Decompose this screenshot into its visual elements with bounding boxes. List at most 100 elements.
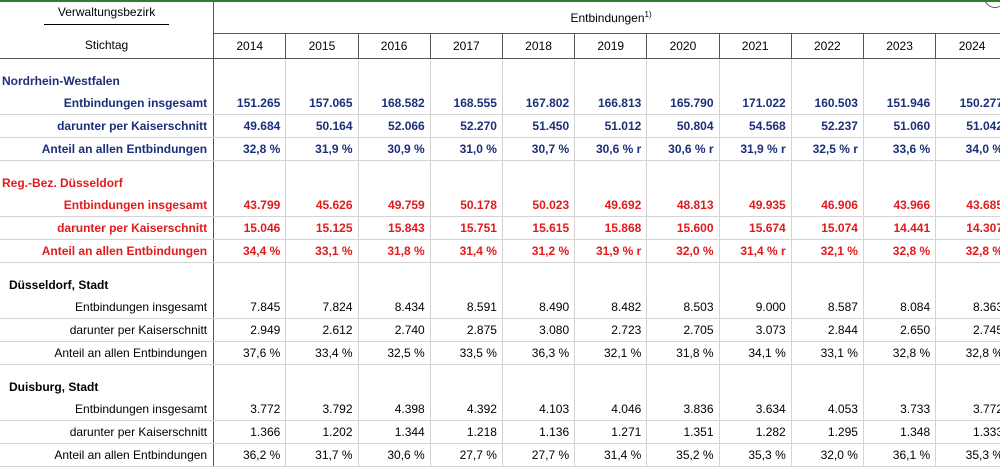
value-cell: 35,3 %	[935, 443, 1000, 467]
spacer-label-cell	[0, 262, 215, 274]
value-cell: 33,1 %	[285, 239, 359, 263]
value-cell: 50.178	[429, 193, 503, 217]
row-entbindungen-insgesamt: Entbindungen insgesamt	[0, 193, 215, 217]
table-row: Anteil an allen Entbindungen 36,2 % 31,7 %…	[0, 443, 1000, 467]
value-cell: 30,6 %	[357, 443, 431, 467]
empty-cell	[862, 171, 936, 194]
value-cell: 15.615	[501, 216, 575, 240]
spacer-label-cell	[0, 364, 215, 376]
value-cell: 3.836	[646, 397, 720, 421]
row-anteil: Anteil an allen Entbindungen	[0, 239, 215, 263]
empty-cell	[213, 69, 286, 92]
empty-cell	[357, 171, 431, 194]
value-cell: 2.612	[285, 318, 359, 342]
value-cell: 34,1 %	[718, 341, 792, 365]
spacer-cell	[790, 58, 864, 70]
value-cell: 31,2 %	[501, 239, 575, 263]
spacer-cell	[285, 160, 359, 172]
year-header: 2022	[790, 33, 864, 59]
value-cell: 168.582	[357, 91, 431, 115]
value-cell: 37,6 %	[213, 341, 286, 365]
empty-cell	[935, 171, 1000, 194]
value-cell: 52.237	[790, 114, 864, 138]
value-cell: 8.490	[501, 295, 575, 319]
spacer-cell	[862, 160, 936, 172]
district-header-cell: Verwaltungsbezirk	[0, 2, 215, 33]
row-entbindungen-insgesamt: Entbindungen insgesamt	[0, 397, 215, 421]
spacer-cell	[862, 58, 936, 70]
value-cell: 3.792	[285, 397, 359, 421]
value-cell: 31,0 %	[429, 137, 503, 161]
value-cell: 33,4 %	[285, 341, 359, 365]
value-cell: 50.023	[501, 193, 575, 217]
value-cell: 15.046	[213, 216, 286, 240]
spacer-cell	[862, 262, 936, 274]
spacer-cell	[501, 58, 575, 70]
spacer-cell	[285, 58, 359, 70]
spacer-cell	[790, 364, 864, 376]
empty-cell	[718, 69, 792, 92]
table-row: Anteil an allen Entbindungen 37,6 % 33,4 %…	[0, 341, 1000, 365]
value-cell: 4.046	[574, 397, 647, 421]
value-cell: 3.772	[935, 397, 1000, 421]
value-cell: 8.482	[574, 295, 647, 319]
spacer-row	[0, 262, 1000, 274]
footnote-marker: 1)	[644, 9, 652, 19]
value-cell: 31,9 % r	[718, 137, 792, 161]
empty-cell	[429, 171, 503, 194]
empty-cell	[718, 375, 792, 398]
group-duesseldorf-stadt-heading-row: Düsseldorf, Stadt	[0, 273, 1000, 296]
value-cell: 7.845	[213, 295, 286, 319]
table-row: darunter per Kaiserschnitt 15.046 15.125 15…	[0, 216, 1000, 240]
spacer-cell	[935, 160, 1000, 172]
spacer-cell	[357, 262, 431, 274]
table-row: Entbindungen insgesamt 3.772 3.792 4.398 4.3…	[0, 397, 1000, 421]
group-heading: Duisburg, Stadt	[0, 375, 215, 398]
spacer-cell	[429, 58, 503, 70]
value-cell: 31,4 %	[429, 239, 503, 263]
value-cell: 151.265	[213, 91, 286, 115]
table-row: darunter per Kaiserschnitt 2.949 2.612 2.74…	[0, 318, 1000, 342]
row-kaiserschnitt: darunter per Kaiserschnitt	[0, 420, 215, 444]
value-cell: 32,1 %	[574, 341, 647, 365]
group-duisburg-stadt-heading-row: Duisburg, Stadt	[0, 375, 1000, 398]
value-cell: 31,9 %	[285, 137, 359, 161]
group-reg-bez-duesseldorf-heading-row: Reg.-Bez. Düsseldorf	[0, 171, 1000, 194]
value-cell: 166.813	[574, 91, 647, 115]
row-anteil: Anteil an allen Entbindungen	[0, 443, 215, 467]
spacer-cell	[213, 58, 286, 70]
value-cell: 1.218	[429, 420, 503, 444]
value-cell: 46.906	[790, 193, 864, 217]
empty-cell	[574, 273, 647, 296]
value-cell: 2.650	[862, 318, 936, 342]
empty-cell	[935, 273, 1000, 296]
spacer-cell	[646, 160, 720, 172]
value-cell: 30,7 %	[501, 137, 575, 161]
spacer-cell	[213, 160, 286, 172]
value-cell: 35,2 %	[646, 443, 720, 467]
value-cell: 51.012	[574, 114, 647, 138]
empty-cell	[646, 273, 720, 296]
value-cell: 32,8 %	[935, 239, 1000, 263]
value-cell: 3.634	[718, 397, 792, 421]
value-cell: 2.723	[574, 318, 647, 342]
value-cell: 151.946	[862, 91, 936, 115]
spacer-cell	[429, 262, 503, 274]
spacer-cell	[213, 262, 286, 274]
empty-cell	[790, 69, 864, 92]
value-cell: 32,5 %	[357, 341, 431, 365]
spacer-label-cell	[0, 160, 215, 172]
empty-cell	[790, 171, 864, 194]
spacer-cell	[935, 262, 1000, 274]
spacer-cell	[574, 160, 647, 172]
value-cell: 34,4 %	[213, 239, 286, 263]
value-cell: 2.875	[429, 318, 503, 342]
empty-cell	[357, 375, 431, 398]
empty-cell	[501, 375, 575, 398]
value-cell: 8.587	[790, 295, 864, 319]
value-cell: 15.600	[646, 216, 720, 240]
value-cell: 32,0 %	[646, 239, 720, 263]
year-header: 2016	[357, 33, 431, 59]
